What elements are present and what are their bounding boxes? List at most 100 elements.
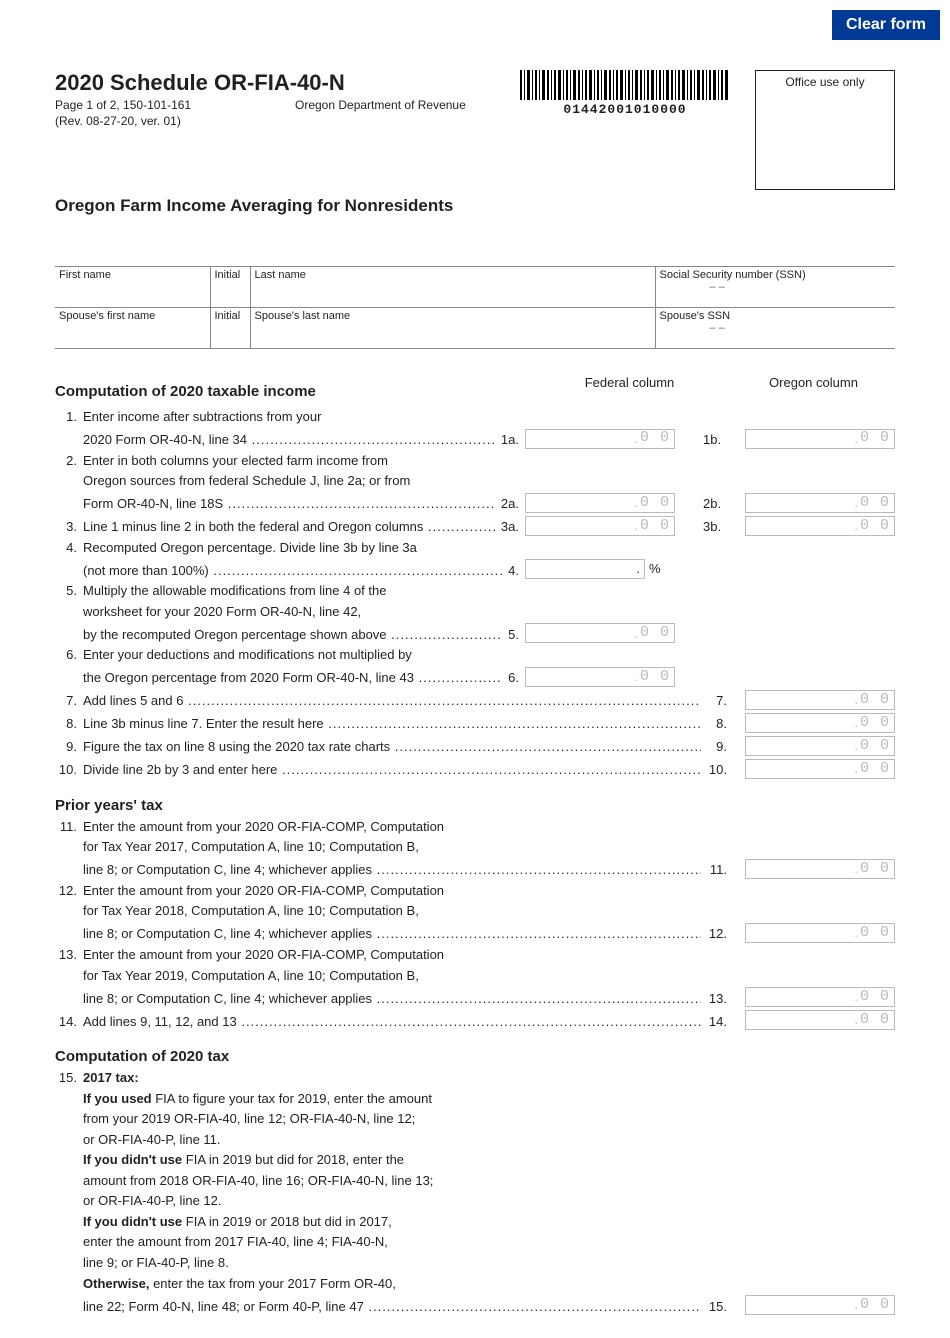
line-15-head: 2017 tax: (83, 1069, 895, 1087)
line-12-text-b: for Tax Year 2018, Computation A, line 1… (83, 902, 895, 920)
line-2b-input[interactable]: .0 0 (745, 493, 895, 513)
line-9-tag: 9. (701, 738, 735, 756)
spouse-ssn-dashes: – – (660, 322, 725, 334)
line-4-num: 4. (55, 539, 83, 557)
line-6-input[interactable]: .0 0 (525, 667, 675, 687)
page-info: Page 1 of 2, 150-101-161 (55, 98, 295, 112)
line-7-tag: 7. (701, 692, 735, 710)
line-15-p2b: FIA in 2019 but did for 2018, enter the (182, 1152, 404, 1167)
office-use-box: Office use only (755, 70, 895, 190)
header-row: 2020 Schedule OR-FIA-40-N Page 1 of 2, 1… (55, 70, 895, 190)
line-13-text-c: line 8; or Computation C, line 4; whiche… (83, 991, 372, 1006)
spouse-ssn-label: Spouse's SSN (660, 310, 731, 322)
line-3b-input[interactable]: .0 0 (745, 516, 895, 536)
column-headers: Computation of 2020 taxable income Feder… (55, 375, 895, 404)
line-10-text: Divide line 2b by 3 and enter here (83, 762, 277, 777)
line-15-p2c: amount from 2018 OR-FIA-40, line 16; OR-… (83, 1172, 895, 1190)
line-6-tag: 6. (502, 669, 525, 687)
section-comp-tax: Computation of 2020 tax (55, 1048, 895, 1065)
line-8-input[interactable]: .0 0 (745, 713, 895, 733)
line-15-p1d: or OR-FIA-40-P, line 11. (83, 1131, 895, 1149)
line-5-num: 5. (55, 582, 83, 600)
line-14-text: Add lines 9, 11, 12, and 13 (83, 1014, 237, 1029)
line-13-text-a: Enter the amount from your 2020 OR-FIA-C… (83, 946, 895, 964)
barcode-icon (515, 70, 735, 100)
line-9-input[interactable]: .0 0 (745, 736, 895, 756)
line-15-p1c: from your 2019 OR-FIA-40, line 12; OR-FI… (83, 1110, 895, 1128)
line-15-input[interactable]: .0 0 (745, 1295, 895, 1315)
line-1b-input[interactable]: .0 0 (745, 429, 895, 449)
line-15-p1a: If you used (83, 1091, 152, 1106)
spouse-ssn-field[interactable]: Spouse's SSN– – (655, 308, 895, 349)
form-schedule-title: 2020 Schedule OR-FIA-40-N (55, 70, 495, 96)
line-2a-tag: 2a. (495, 495, 525, 513)
revision-info: (Rev. 08-27-20, ver. 01) (55, 114, 495, 128)
line-4-text-a: Recomputed Oregon percentage. Divide lin… (83, 539, 895, 557)
line-4-text-b: (not more than 100%) (83, 563, 209, 578)
ssn-field[interactable]: Social Security number (SSN)– – (655, 267, 895, 308)
line-4-input[interactable]: . (525, 559, 645, 579)
line-13-input[interactable]: .0 0 (745, 987, 895, 1007)
clear-form-button[interactable]: Clear form (832, 10, 940, 40)
page-container: 2020 Schedule OR-FIA-40-N Page 1 of 2, 1… (0, 0, 950, 1338)
line-11-text-b: for Tax Year 2017, Computation A, line 1… (83, 838, 895, 856)
line-3a-tag: 3a. (495, 518, 525, 536)
line-9-num: 9. (55, 738, 83, 756)
line-7-input[interactable]: .0 0 (745, 690, 895, 710)
line-1a-tag: 1a. (495, 431, 525, 449)
first-name-field[interactable]: First name (55, 267, 210, 308)
line-13-text-b: for Tax Year 2019, Computation A, line 1… (83, 967, 895, 985)
spouse-initial-field[interactable]: Initial (210, 308, 250, 349)
line-11-text-c: line 8; or Computation C, line 4; whiche… (83, 862, 372, 877)
line-12-num: 12. (55, 882, 83, 900)
line-4-tag: 4. (502, 562, 525, 580)
ssn-dashes: – – (660, 281, 725, 293)
spouse-first-name-field[interactable]: Spouse's first name (55, 308, 210, 349)
line-12-input[interactable]: .0 0 (745, 923, 895, 943)
line-3-num: 3. (55, 518, 83, 536)
line-13-num: 13. (55, 946, 83, 964)
line-11-input[interactable]: .0 0 (745, 859, 895, 879)
line-2-text-b: Oregon sources from federal Schedule J, … (83, 472, 895, 490)
line-12-text-c: line 8; or Computation C, line 4; whiche… (83, 926, 372, 941)
line-11-text-a: Enter the amount from your 2020 OR-FIA-C… (83, 818, 895, 836)
line-14-tag: 14. (701, 1013, 735, 1031)
line-2-text-a: Enter in both columns your elected farm … (83, 452, 895, 470)
line-5-text-a: Multiply the allowable modifications fro… (83, 582, 895, 600)
ssn-label: Social Security number (SSN) (660, 269, 806, 281)
oregon-column-header: Oregon column (732, 375, 895, 404)
line-1a-input[interactable]: .0 0 (525, 429, 675, 449)
line-5-text-c: by the recomputed Oregon percentage show… (83, 627, 387, 642)
line-3a-input[interactable]: .0 0 (525, 516, 675, 536)
line-13-tag: 13. (701, 990, 735, 1008)
spouse-last-name-field[interactable]: Spouse's last name (250, 308, 655, 349)
line-15-p2a: If you didn't use (83, 1152, 182, 1167)
line-6-text-b: the Oregon percentage from 2020 Form OR-… (83, 670, 414, 685)
dept-name: Oregon Department of Revenue (295, 98, 495, 112)
line-14-input[interactable]: .0 0 (745, 1010, 895, 1030)
line-1-text-a: Enter income after subtractions from you… (83, 408, 895, 426)
barcode-block: 01442001010000 (515, 70, 735, 117)
line-1-text-b: 2020 Form OR-40-N, line 34 (83, 432, 247, 447)
line-15-p4b: enter the tax from your 2017 Form OR-40, (149, 1276, 395, 1291)
line-15-p2d: or OR-FIA-40-P, line 12. (83, 1192, 895, 1210)
line-1-num: 1. (55, 408, 83, 426)
line-5-input[interactable]: .0 0 (525, 623, 675, 643)
last-name-field[interactable]: Last name (250, 267, 655, 308)
initial-field[interactable]: Initial (210, 267, 250, 308)
line-10-num: 10. (55, 761, 83, 779)
line-15-p4a: Otherwise, (83, 1276, 149, 1291)
line-3b-tag: 3b. (685, 518, 735, 536)
line-9-text: Figure the tax on line 8 using the 2020 … (83, 739, 390, 754)
line-6-text-a: Enter your deductions and modifications … (83, 646, 895, 664)
section-prior-years: Prior years' tax (55, 797, 895, 814)
form-title: Oregon Farm Income Averaging for Nonresi… (55, 196, 895, 216)
line-11-num: 11. (55, 818, 83, 836)
line-5-text-b: worksheet for your 2020 Form OR-40-N, li… (83, 603, 895, 621)
line-8-num: 8. (55, 715, 83, 733)
line-15-p1b: FIA to figure your tax for 2019, enter t… (152, 1091, 432, 1106)
line-2a-input[interactable]: .0 0 (525, 493, 675, 513)
line-7-text: Add lines 5 and 6 (83, 693, 183, 708)
line-10-input[interactable]: .0 0 (745, 759, 895, 779)
line-14-num: 14. (55, 1013, 83, 1031)
